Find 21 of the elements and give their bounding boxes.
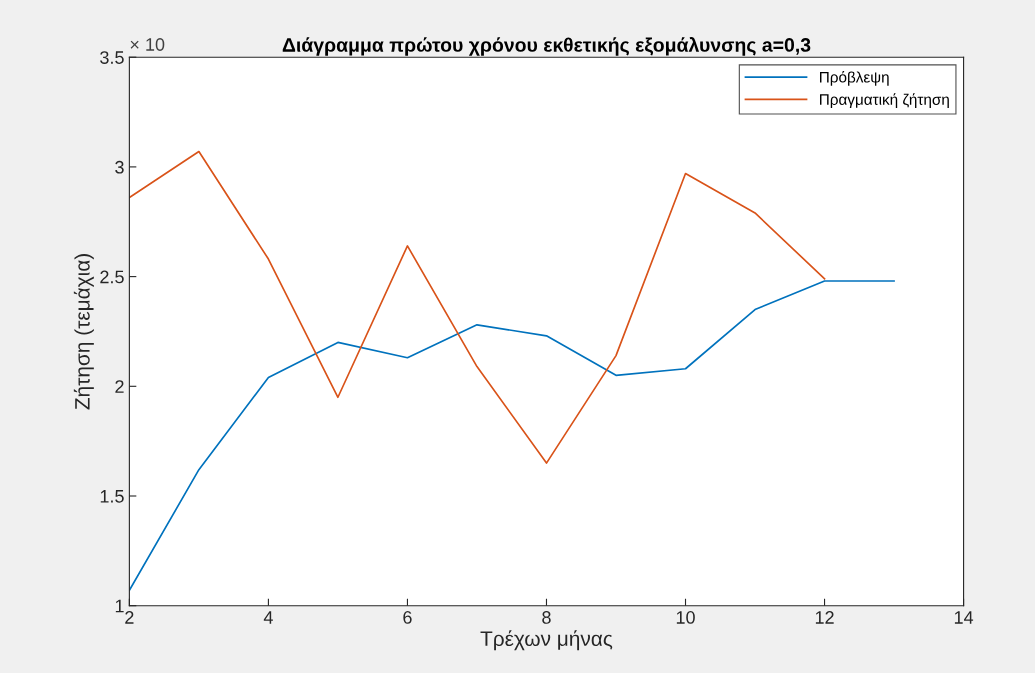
legend-label: Πρόβλεψη	[820, 70, 889, 86]
x-tick-label: 6	[403, 611, 412, 624]
text: × 10	[130, 38, 165, 51]
x-tick-label: 8	[542, 611, 551, 624]
x-tick-label: 10	[676, 611, 695, 624]
y-tick-label: 1	[115, 599, 124, 613]
x-tick-label: 2	[125, 611, 134, 624]
y-axis-title: Ζήτηση (τεμάχια)	[73, 254, 94, 410]
y-tick-label: 3	[115, 160, 124, 174]
line-series	[129, 280, 895, 592]
x-tick-label: 12	[815, 611, 834, 624]
y-tick-label: 3.5	[100, 51, 124, 64]
line-series	[129, 150, 826, 464]
x-axis-title: Τρέχων μήνας	[480, 630, 613, 651]
chart-title: Διάγραμμα πρώτου χρόνου εκθετικής εξομάλυνσης a=0,3	[282, 37, 811, 56]
legend-label: Πραγματική ζήτηση	[820, 93, 949, 108]
y-tick-label: 1.5	[100, 490, 124, 503]
y-tick-label: 2	[115, 380, 124, 393]
x-tick-label: 14	[954, 611, 974, 624]
y-tick-label: 2.5	[100, 270, 124, 284]
x-tick-label: 4	[263, 611, 273, 624]
